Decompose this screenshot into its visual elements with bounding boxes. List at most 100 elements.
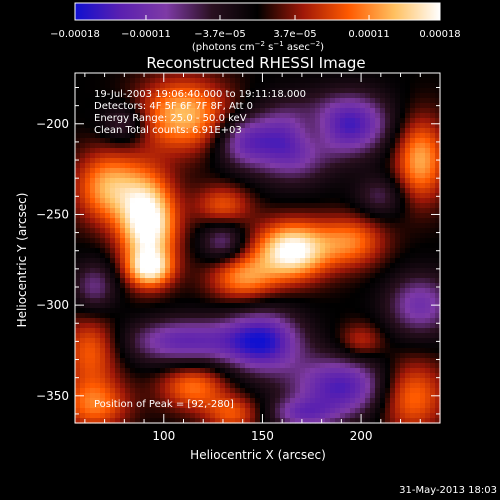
heatmap-cell: [315, 348, 321, 354]
heatmap-cell: [165, 158, 171, 164]
heatmap-cell: [75, 123, 81, 129]
heatmap-cell: [180, 268, 186, 274]
heatmap-cell: [165, 333, 171, 339]
heatmap-cell: [180, 78, 186, 84]
heatmap-cell: [160, 243, 166, 249]
heatmap-cell: [385, 263, 391, 269]
heatmap-cell: [250, 348, 256, 354]
heatmap-cell: [390, 98, 396, 104]
heatmap-cell: [395, 363, 401, 369]
heatmap-cell: [290, 268, 296, 274]
heatmap-cell: [75, 273, 81, 279]
heatmap-cell: [135, 338, 141, 344]
heatmap-cell: [350, 363, 356, 369]
heatmap-cell: [190, 298, 196, 304]
heatmap-cell: [285, 398, 291, 404]
heatmap-cell: [355, 123, 361, 129]
heatmap-cell: [125, 293, 131, 299]
heatmap-cell: [310, 298, 316, 304]
heatmap-cell: [105, 333, 111, 339]
heatmap-cell: [310, 123, 316, 129]
heatmap-cell: [210, 148, 216, 154]
heatmap-cell: [320, 158, 326, 164]
heatmap-cell: [400, 268, 406, 274]
heatmap-cell: [150, 333, 156, 339]
heatmap-cell: [140, 248, 146, 254]
heatmap-cell: [130, 73, 136, 79]
heatmap-cell: [310, 173, 316, 179]
heatmap-cell: [295, 248, 301, 254]
heatmap-cell: [260, 393, 266, 399]
heatmap-cell: [335, 73, 341, 79]
heatmap-cell: [385, 268, 391, 274]
heatmap-cell: [95, 78, 101, 84]
heatmap-cell: [265, 123, 271, 129]
heatmap-cell: [415, 393, 421, 399]
heatmap-cell: [310, 348, 316, 354]
heatmap-cell: [290, 298, 296, 304]
heatmap-cell: [285, 83, 291, 89]
heatmap-cell: [385, 98, 391, 104]
heatmap-cell: [295, 188, 301, 194]
heatmap-cell: [120, 388, 126, 394]
heatmap-cell: [430, 203, 436, 209]
heatmap-cell: [305, 243, 311, 249]
heatmap-cell: [330, 123, 336, 129]
heatmap-cell: [310, 328, 316, 334]
heatmap-cell: [350, 398, 356, 404]
heatmap-cell: [335, 173, 341, 179]
heatmap-cell: [395, 148, 401, 154]
heatmap-cell: [345, 383, 351, 389]
heatmap-cell: [105, 278, 111, 284]
heatmap-cell: [300, 408, 306, 414]
heatmap-cell: [205, 253, 211, 259]
heatmap-cell: [100, 143, 106, 149]
heatmap-cell: [370, 138, 376, 144]
heatmap-cell: [230, 323, 236, 329]
heatmap-cell: [365, 283, 371, 289]
heatmap-cell: [100, 253, 106, 259]
heatmap-cell: [255, 133, 261, 139]
heatmap-cell: [225, 228, 231, 234]
heatmap-cell: [390, 158, 396, 164]
heatmap-cell: [110, 123, 116, 129]
heatmap-cell: [220, 253, 226, 259]
heatmap-cell: [310, 253, 316, 259]
heatmap-cell: [330, 178, 336, 184]
heatmap-cell: [245, 283, 251, 289]
heatmap-cell: [410, 343, 416, 349]
heatmap-cell: [220, 218, 226, 224]
heatmap-cell: [205, 273, 211, 279]
heatmap-cell: [340, 218, 346, 224]
heatmap-cell: [190, 328, 196, 334]
heatmap-cell: [330, 278, 336, 284]
heatmap-cell: [320, 288, 326, 294]
heatmap-cell: [270, 408, 276, 414]
heatmap-cell: [385, 278, 391, 284]
heatmap-cell: [370, 328, 376, 334]
heatmap-cell: [355, 368, 361, 374]
heatmap-cell: [280, 288, 286, 294]
heatmap-cell: [390, 88, 396, 94]
heatmap-cell: [300, 108, 306, 114]
heatmap-cell: [255, 183, 261, 189]
heatmap-cell: [95, 288, 101, 294]
heatmap-cell: [415, 113, 421, 119]
heatmap-cell: [95, 323, 101, 329]
heatmap-cell: [385, 363, 391, 369]
heatmap-cell: [290, 353, 296, 359]
heatmap-cell: [285, 318, 291, 324]
heatmap-cell: [230, 388, 236, 394]
heatmap-cell: [205, 368, 211, 374]
heatmap-cell: [185, 233, 191, 239]
heatmap-cell: [385, 358, 391, 364]
heatmap-cell: [235, 123, 241, 129]
heatmap-cell: [80, 158, 86, 164]
heatmap-cell: [295, 338, 301, 344]
heatmap-cell: [410, 283, 416, 289]
heatmap-cell: [265, 368, 271, 374]
heatmap-cell: [380, 393, 386, 399]
heatmap-cell: [105, 148, 111, 154]
heatmap-cell: [135, 103, 141, 109]
heatmap-cell: [235, 188, 241, 194]
